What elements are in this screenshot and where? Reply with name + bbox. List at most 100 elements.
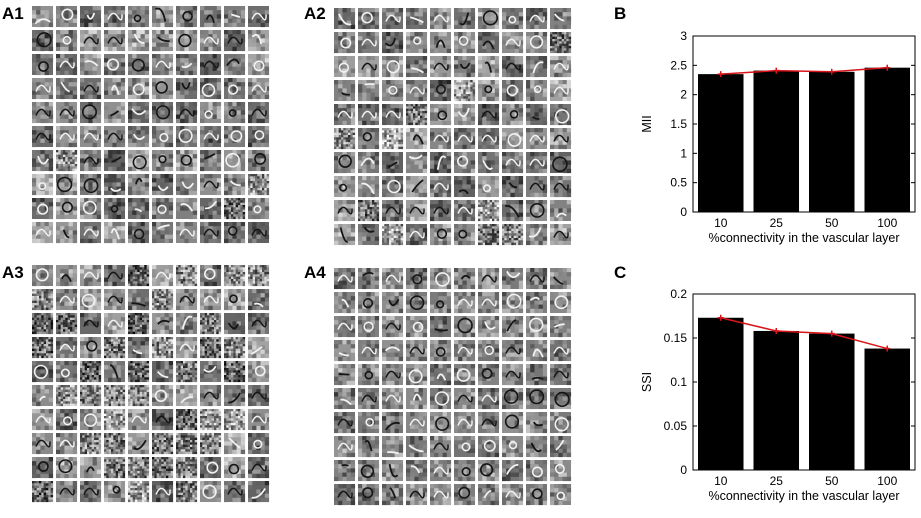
filter-tile [104, 265, 126, 287]
mii-ylabel: MII [640, 115, 654, 132]
filter-tile [32, 409, 54, 431]
ssi-bar-100 [864, 348, 911, 470]
filter-tile [224, 289, 246, 311]
filter-tile [502, 364, 524, 386]
filter-tile [502, 56, 524, 78]
filter-tile [550, 176, 572, 198]
filter-tile [382, 436, 404, 458]
filter-tile [358, 268, 380, 290]
filter-tile [32, 289, 54, 311]
filter-tile [358, 176, 380, 198]
filter-tile [334, 32, 356, 54]
filter-tile [152, 30, 174, 52]
filter-tile [152, 337, 174, 359]
filter-tile [382, 104, 404, 126]
filter-tile [502, 412, 524, 434]
filter-tile [502, 316, 524, 338]
ssi-ytick-label: 0.05 [664, 419, 688, 433]
filter-tile [430, 176, 452, 198]
filter-tile [382, 176, 404, 198]
mii-bar-100 [864, 67, 911, 213]
filter-tile [550, 388, 572, 410]
filter-tile [430, 484, 452, 506]
filter-tile [248, 222, 270, 244]
filter-tile [478, 224, 500, 246]
filter-tile [454, 80, 476, 102]
filter-tile [454, 364, 476, 386]
filter-tile [526, 200, 548, 222]
filter-tile [104, 481, 126, 503]
filter-tile [56, 150, 78, 172]
filter-tile [358, 224, 380, 246]
filter-tile [382, 460, 404, 482]
filter-tile [56, 174, 78, 196]
filter-tile [152, 457, 174, 479]
filter-tile [334, 8, 356, 30]
filter-tile [430, 128, 452, 150]
filter-tile [176, 433, 198, 455]
filter-tile [248, 313, 270, 335]
filter-tile [152, 433, 174, 455]
filter-tile [430, 80, 452, 102]
filter-tile [176, 289, 198, 311]
filter-tile [224, 433, 246, 455]
filter-tile [248, 385, 270, 407]
filter-tile [502, 268, 524, 290]
filter-tile [502, 80, 524, 102]
filter-tile [32, 6, 54, 28]
ssi-xtick-label: 25 [770, 474, 784, 488]
filter-tile [502, 340, 524, 362]
filter-tile [104, 78, 126, 99]
filter-tile [56, 481, 78, 503]
filter-tile [56, 78, 78, 100]
filter-tile [32, 361, 54, 383]
mii-xtick-label: 10 [714, 216, 728, 230]
filter-tile [526, 152, 548, 174]
filter-tile [56, 361, 78, 383]
filter-tile [176, 457, 198, 479]
filter-tile [248, 265, 270, 287]
filter-tile [200, 54, 222, 76]
filter-tile [176, 409, 198, 431]
filter-tile [454, 412, 476, 434]
filter-tile [32, 385, 54, 407]
filter-tile [104, 385, 126, 407]
filter-tile [224, 457, 246, 479]
filter-tile [152, 126, 174, 148]
ssi-xtick-label: 50 [825, 474, 839, 488]
filter-tile [128, 481, 150, 503]
filter-tile [406, 8, 428, 30]
mii-trend-line [720, 66, 888, 75]
filter-tile [128, 54, 150, 76]
ssi-bar-50 [809, 333, 855, 470]
filter-tile [224, 54, 246, 76]
filter-tile [502, 152, 524, 174]
filter-tile [334, 292, 356, 314]
filter-tile [334, 316, 356, 338]
mii-ytick-label: 2 [680, 88, 687, 102]
filter-tile [454, 152, 476, 174]
filter-tile [454, 104, 476, 126]
filter-tile [200, 385, 222, 407]
filter-tile [406, 436, 428, 458]
filter-tile [382, 412, 404, 434]
filter-tile [56, 222, 78, 244]
filter-tile [152, 54, 174, 76]
filter-tile [104, 198, 126, 220]
filter-tile [454, 56, 476, 78]
ssi-bar-25 [753, 330, 800, 470]
mii-ytick-label: 1 [680, 146, 687, 160]
ssi-ylabel: SSI [640, 372, 654, 392]
panel-label-c: C [614, 263, 627, 282]
filter-tile [478, 340, 500, 362]
mii-bar-25 [753, 70, 800, 212]
filter-tile [358, 412, 380, 434]
filter-tile [334, 388, 356, 410]
filter-tile [454, 484, 476, 506]
filter-tile [32, 337, 54, 359]
mii-bar-10 [698, 74, 744, 212]
filter-tile [32, 126, 54, 148]
mii-xtick-label: 100 [877, 216, 897, 230]
filter-grid-a3 [32, 265, 270, 503]
filter-tile [176, 174, 198, 196]
